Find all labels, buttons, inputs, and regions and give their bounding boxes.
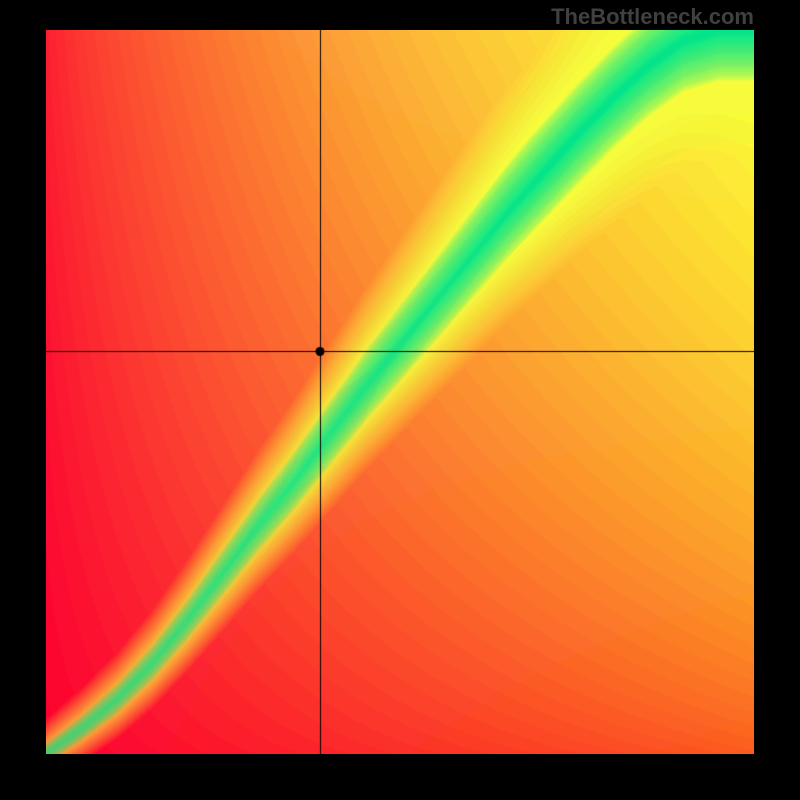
bottleneck-heatmap — [46, 30, 754, 754]
watermark-text: TheBottleneck.com — [551, 4, 754, 30]
